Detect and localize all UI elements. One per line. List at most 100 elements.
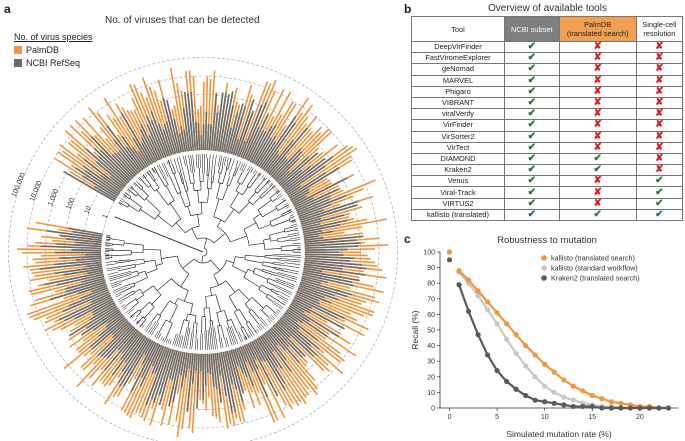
bar-refseq xyxy=(56,273,104,286)
legend-marker xyxy=(541,275,547,281)
bar-refseq xyxy=(191,353,196,384)
tree-branch xyxy=(130,309,140,318)
y-tick-label: 90 xyxy=(427,265,435,272)
bar-refseq xyxy=(80,308,120,336)
tree-branch xyxy=(245,322,250,329)
tree-branch xyxy=(123,194,128,197)
tool-name: VIRTUS2 xyxy=(411,197,505,210)
bar-refseq xyxy=(141,142,154,164)
tree-branch xyxy=(153,166,158,172)
bar-refseq xyxy=(295,188,339,210)
bar-refseq xyxy=(140,136,156,163)
bar-refseq xyxy=(75,257,102,261)
bar-refseq xyxy=(218,352,228,397)
bar-refseq xyxy=(292,195,307,205)
tree-branch xyxy=(142,316,147,320)
tree-branch xyxy=(212,168,216,183)
tree-branch xyxy=(291,219,296,221)
tree-branch xyxy=(179,192,186,208)
bar-refseq xyxy=(296,290,320,302)
tree-branch xyxy=(183,155,186,167)
tree-branch xyxy=(112,243,124,246)
tree-branch xyxy=(222,185,229,201)
series-point xyxy=(665,405,672,411)
y-tick-label: 100 xyxy=(423,250,435,257)
legend-swatch-palmdb xyxy=(14,46,22,54)
legend-label: kallisto (translated search) xyxy=(551,254,635,263)
tree-branch xyxy=(273,254,301,256)
bar-refseq xyxy=(90,292,111,303)
tree-branch xyxy=(111,283,122,289)
legend-label: kallisto (standard workflow) xyxy=(551,264,638,273)
bar-refseq xyxy=(204,111,208,151)
bar-refseq xyxy=(116,152,138,176)
bar-refseq xyxy=(300,204,358,224)
bar-refseq xyxy=(132,146,147,168)
tree-branch xyxy=(258,324,263,330)
bar-refseq xyxy=(234,99,255,156)
tools-table-row: Venus ✔ ✘ ✔ xyxy=(411,175,684,188)
bar-refseq xyxy=(72,230,103,238)
tree-branch xyxy=(156,263,163,266)
tree-branch xyxy=(241,171,250,185)
check-icon: ✔ xyxy=(558,208,637,222)
x-tick-label: 10 xyxy=(541,414,549,421)
series-point xyxy=(475,332,481,338)
bar-refseq xyxy=(293,298,313,310)
tree-branch xyxy=(227,157,229,163)
tree-branch xyxy=(277,194,283,199)
bar-refseq xyxy=(261,334,275,352)
series-point xyxy=(608,399,614,405)
series-point xyxy=(618,400,624,406)
tree-branch xyxy=(180,273,190,287)
tool-name: FastViromeExplorer xyxy=(411,52,505,65)
tree-branch xyxy=(111,254,132,256)
bar-refseq xyxy=(234,348,244,374)
tree-branch xyxy=(115,261,130,264)
tree-branch xyxy=(201,255,203,264)
tree-branch xyxy=(243,276,261,288)
legend-label-refseq: NCBI RefSeq xyxy=(26,58,81,68)
tree-branch xyxy=(281,209,292,215)
bar-refseq xyxy=(243,126,260,160)
tool-name: DIAMOND xyxy=(411,152,505,166)
bar-refseq xyxy=(296,195,331,212)
tree-branch xyxy=(245,321,249,324)
bar-refseq xyxy=(106,312,122,324)
bar-refseq xyxy=(240,104,263,158)
bar-refseq xyxy=(297,288,332,304)
tree-branch xyxy=(288,271,299,275)
tree-branch xyxy=(185,155,188,167)
bar-refseq xyxy=(285,310,304,324)
series-line xyxy=(458,284,669,410)
tree-branch xyxy=(189,331,193,350)
tree-branch xyxy=(287,208,292,212)
bar-refseq xyxy=(303,269,360,282)
tree-branch xyxy=(142,174,146,178)
cross-icon: ✘ xyxy=(558,40,637,54)
series-point xyxy=(532,397,538,403)
tree-branch xyxy=(156,315,162,322)
bar-refseq xyxy=(180,352,188,388)
tree-branch xyxy=(226,327,233,346)
tools-table-header: Tool NCBI subset PalmDB (translated sear… xyxy=(411,16,684,42)
tree-branch xyxy=(122,195,127,199)
tree-branch xyxy=(283,268,300,273)
series-point xyxy=(608,405,614,411)
bar-refseq xyxy=(216,92,227,152)
tree-branch xyxy=(258,289,268,296)
tree-branch xyxy=(253,272,269,280)
cross-icon: ✘ xyxy=(635,63,684,76)
tree-branch xyxy=(157,215,173,228)
y-tick-label: 0 xyxy=(431,406,435,413)
tree-branch xyxy=(120,274,139,282)
bar-refseq xyxy=(125,146,144,171)
tree-branch xyxy=(194,315,197,323)
tree-branch xyxy=(188,155,192,173)
tree-branch xyxy=(120,264,136,268)
tree-branch xyxy=(229,158,232,163)
tree-branch xyxy=(275,279,295,288)
tree-branch xyxy=(290,225,298,228)
bar-refseq xyxy=(241,345,255,373)
bar-refseq xyxy=(238,140,246,157)
